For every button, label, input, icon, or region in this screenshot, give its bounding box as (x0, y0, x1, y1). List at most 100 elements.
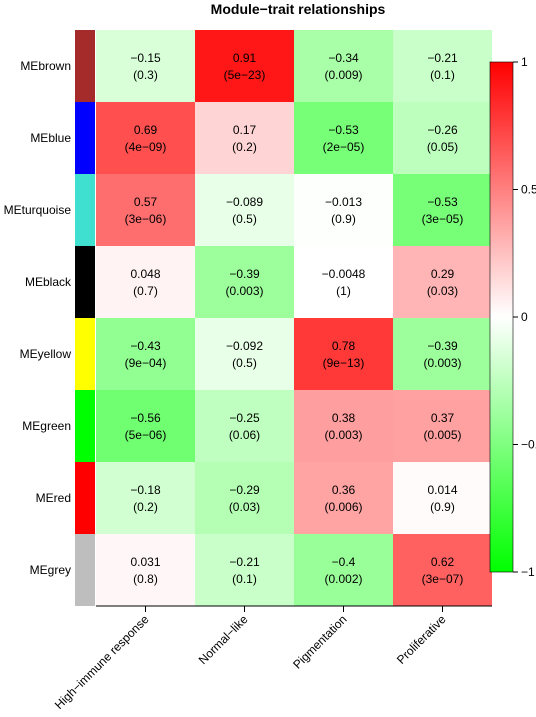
cell-pvalue-label: (0.3) (133, 68, 158, 82)
cell-correlation-label: −0.39 (229, 267, 260, 281)
heatmap-cell (393, 390, 492, 462)
cell-correlation-label: −0.21 (229, 555, 260, 569)
row-color-swatch (75, 246, 95, 318)
column-label: Pigmentation (290, 612, 349, 671)
heatmap-cell (96, 390, 195, 462)
cell-correlation-label: −0.089 (226, 195, 263, 209)
cell-pvalue-label: (3e−07) (422, 572, 464, 586)
row-label: MEred (36, 491, 71, 505)
column-label: Proliferative (394, 612, 449, 667)
heatmap-cell (96, 102, 195, 174)
cell-correlation-label: 0.17 (233, 123, 257, 137)
colorbar-tick-label: 1 (521, 55, 528, 69)
cell-pvalue-label: (5e−06) (125, 428, 167, 442)
cell-correlation-label: −0.013 (325, 195, 362, 209)
cell-correlation-label: 0.031 (130, 555, 160, 569)
colorbar (489, 61, 514, 573)
cell-correlation-label: −0.53 (427, 195, 458, 209)
row-color-swatch (75, 174, 95, 246)
cell-correlation-label: −0.39 (427, 339, 458, 353)
cell-correlation-label: 0.57 (134, 195, 158, 209)
cell-pvalue-label: (0.5) (232, 356, 257, 370)
cell-correlation-label: −0.18 (130, 483, 161, 497)
cell-pvalue-label: (5e−23) (224, 68, 266, 82)
heatmap-cell (393, 462, 492, 534)
cell-pvalue-label: (0.05) (427, 140, 458, 154)
row-label: MEblack (25, 275, 72, 289)
cell-correlation-label: 0.91 (233, 51, 257, 65)
cell-correlation-label: −0.4 (332, 555, 356, 569)
cell-pvalue-label: (0.2) (133, 500, 158, 514)
cell-pvalue-label: (0.005) (423, 428, 461, 442)
cell-pvalue-label: (1) (336, 284, 351, 298)
heatmap-cell (96, 534, 195, 606)
cell-pvalue-label: (0.003) (324, 428, 362, 442)
cell-correlation-label: −0.34 (328, 51, 359, 65)
cell-correlation-label: −0.53 (328, 123, 359, 137)
cell-correlation-label: −0.15 (130, 51, 161, 65)
heatmap-cell (195, 318, 294, 390)
row-label: MEbrown (20, 59, 71, 73)
cell-pvalue-label: (0.002) (324, 572, 362, 586)
heatmap-cell (96, 462, 195, 534)
cell-pvalue-label: (4e−09) (125, 140, 167, 154)
row-color-swatch (75, 390, 95, 462)
heatmap-cell (96, 30, 195, 102)
cell-pvalue-label: (0.5) (232, 212, 257, 226)
heatmap-cell (195, 462, 294, 534)
heatmap-cell (393, 318, 492, 390)
heatmap-cell (294, 318, 393, 390)
row-label: MEturquoise (4, 203, 72, 217)
cell-pvalue-label: (9e−04) (125, 356, 167, 370)
cell-pvalue-label: (0.06) (229, 428, 260, 442)
cell-correlation-label: −0.29 (229, 483, 260, 497)
heatmap-cell (294, 390, 393, 462)
heatmap-cell (393, 246, 492, 318)
heatmap-cell (294, 174, 393, 246)
cell-pvalue-label: (0.7) (133, 284, 158, 298)
colorbar-tick-label: 0 (521, 310, 528, 324)
colorbar-tick-label: 0.5 (521, 183, 536, 197)
cell-pvalue-label: (0.003) (225, 284, 263, 298)
row-color-swatch (75, 30, 95, 102)
column-label: High−immune response (52, 612, 152, 712)
cell-pvalue-label: (0.9) (430, 500, 455, 514)
heatmap-cell (195, 102, 294, 174)
heatmap-cell (96, 318, 195, 390)
heatmap-cell (195, 30, 294, 102)
cell-correlation-label: 0.38 (332, 411, 356, 425)
heatmap-cell (393, 30, 492, 102)
row-color-swatch (75, 534, 95, 606)
row-label: MEgreen (22, 419, 71, 433)
heatmap-cell (96, 246, 195, 318)
cell-pvalue-label: (0.009) (324, 68, 362, 82)
cell-pvalue-label: (0.006) (324, 500, 362, 514)
cell-correlation-label: 0.37 (431, 411, 455, 425)
row-color-swatch (75, 318, 95, 390)
cell-pvalue-label: (0.2) (232, 140, 257, 154)
cell-pvalue-label: (0.9) (331, 212, 356, 226)
row-label: MEblue (30, 131, 71, 145)
colorbar-tick-label: −0.5 (521, 438, 536, 452)
cell-correlation-label: −0.25 (229, 411, 260, 425)
cell-pvalue-label: (2e−05) (323, 140, 365, 154)
cell-correlation-label: 0.048 (130, 267, 160, 281)
heatmap-cell (195, 174, 294, 246)
column-label: Normal−like (196, 612, 251, 667)
heatmap-cell (195, 390, 294, 462)
heatmap-cell (195, 246, 294, 318)
chart-title: Module−trait relationships (211, 1, 386, 17)
cell-pvalue-label: (0.1) (430, 68, 455, 82)
heatmap-cell (393, 534, 492, 606)
cell-pvalue-label: (0.1) (232, 572, 257, 586)
cell-pvalue-label: (0.003) (423, 356, 461, 370)
cell-correlation-label: 0.78 (332, 339, 356, 353)
cell-correlation-label: −0.56 (130, 411, 161, 425)
heatmap-cell (393, 102, 492, 174)
cell-correlation-label: −0.0048 (322, 267, 366, 281)
heatmap-cell (294, 102, 393, 174)
cell-correlation-label: −0.092 (226, 339, 263, 353)
row-label: MEyellow (20, 347, 72, 361)
